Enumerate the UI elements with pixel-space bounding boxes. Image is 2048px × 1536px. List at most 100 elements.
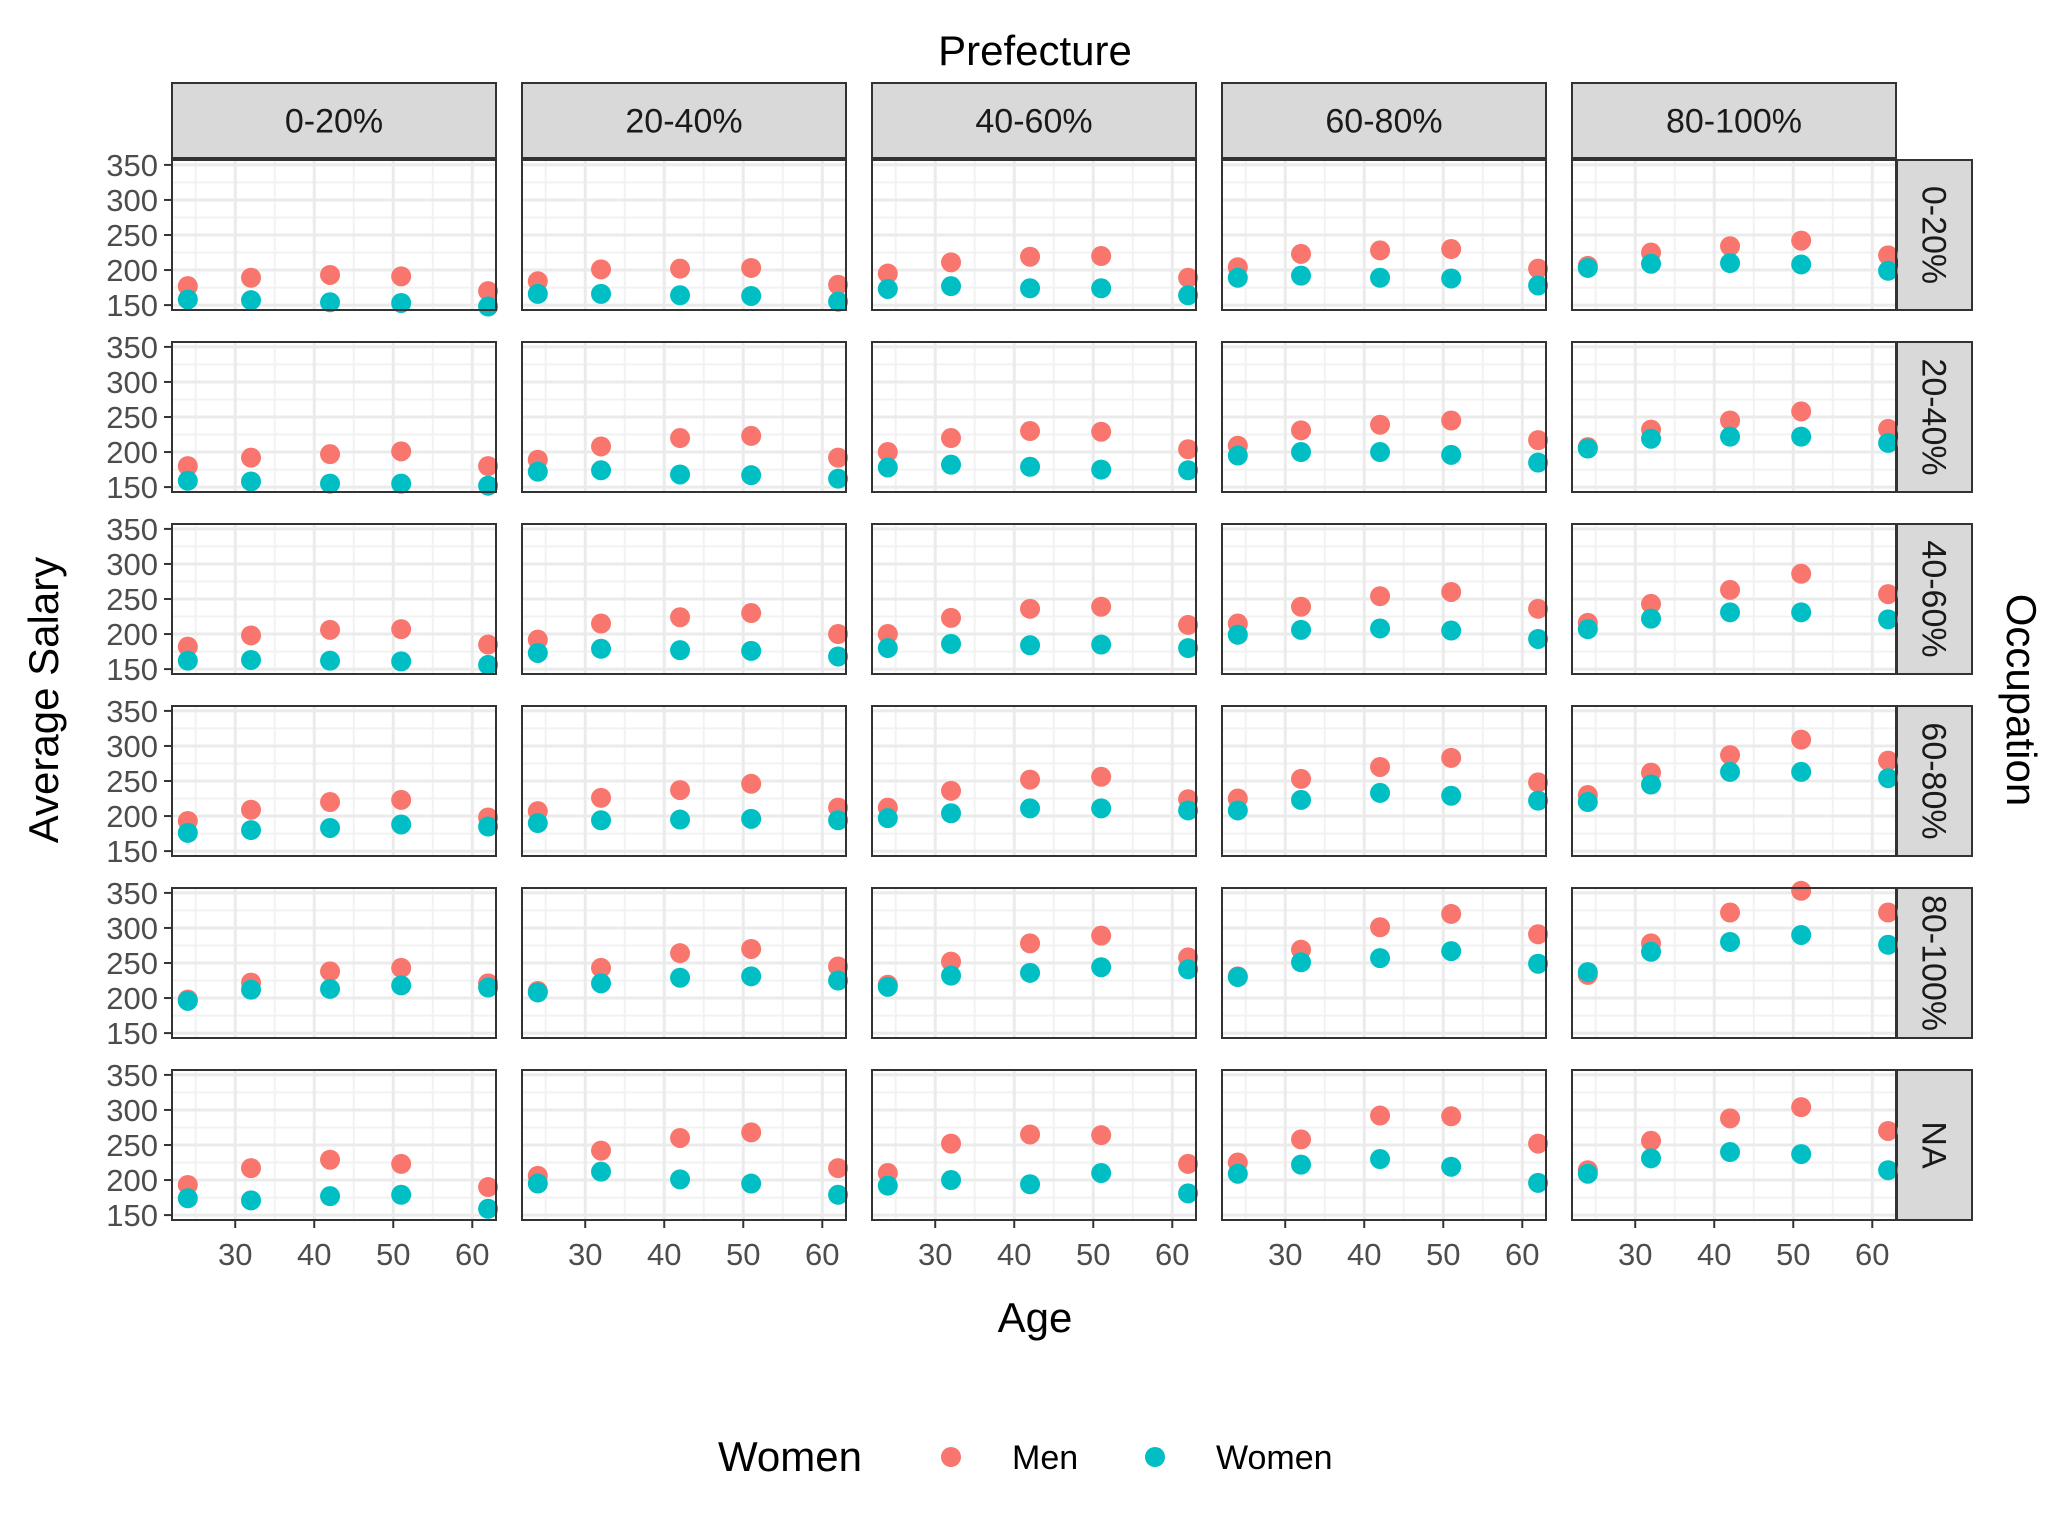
point-women <box>320 650 341 671</box>
point-men <box>1370 917 1391 938</box>
y-tick-label: 350 <box>106 512 158 547</box>
point-men <box>1720 902 1741 923</box>
x-tick-label: 40 <box>997 1237 1031 1272</box>
x-tick-label: 50 <box>726 1237 760 1272</box>
panel-border <box>871 523 1197 675</box>
point-men <box>1178 1153 1199 1174</box>
point-women <box>1441 268 1462 289</box>
point-women <box>741 465 762 486</box>
point-men <box>741 1122 762 1143</box>
point-men <box>1720 579 1741 600</box>
point-women <box>1291 442 1312 463</box>
point-men <box>478 456 499 477</box>
point-women <box>1577 792 1598 813</box>
x-tick-label: 40 <box>1347 1237 1381 1272</box>
point-women <box>1720 761 1741 782</box>
point-women <box>391 651 412 672</box>
point-men <box>1091 766 1112 787</box>
point-women <box>478 475 499 496</box>
row-strip-label: NA <box>1915 1121 1953 1169</box>
point-women <box>591 810 612 831</box>
point-men <box>1878 1120 1899 1141</box>
point-women <box>1791 254 1812 275</box>
x-tick-label: 40 <box>1697 1237 1731 1272</box>
point-women <box>1291 265 1312 286</box>
point-women <box>1370 267 1391 288</box>
legend-title: Women <box>718 1433 862 1480</box>
panel-border <box>521 887 847 1039</box>
point-women <box>941 633 962 654</box>
point-women <box>1720 253 1741 274</box>
point-women <box>1577 1163 1598 1184</box>
point-women <box>478 977 499 998</box>
point-men <box>241 447 262 468</box>
point-men <box>828 447 849 468</box>
col-strip-0 <box>171 82 497 159</box>
point-men <box>741 938 762 959</box>
legend-women-marker <box>1145 1447 1165 1467</box>
point-women <box>877 1175 898 1196</box>
point-women <box>670 464 691 485</box>
point-women <box>391 1184 412 1205</box>
x-tick-label: 30 <box>1618 1237 1652 1272</box>
point-men <box>1441 903 1462 924</box>
point-men <box>391 957 412 978</box>
point-women <box>828 1184 849 1205</box>
point-men <box>1878 584 1899 605</box>
point-men <box>828 956 849 977</box>
point-women <box>1441 785 1462 806</box>
x-tick-label: 40 <box>297 1237 331 1272</box>
point-women <box>241 1190 262 1211</box>
point-men <box>941 1133 962 1154</box>
point-women <box>1441 941 1462 962</box>
point-women <box>1020 798 1041 819</box>
point-men <box>741 603 762 624</box>
y-tick-label: 150 <box>106 652 158 687</box>
row-strip-label: 0-20% <box>1915 186 1953 284</box>
point-women <box>1091 634 1112 655</box>
point-women <box>1178 638 1199 659</box>
point-men <box>241 267 262 288</box>
point-women <box>177 822 198 843</box>
point-women <box>391 292 412 313</box>
point-men <box>1878 418 1899 439</box>
point-women <box>478 816 499 837</box>
point-men <box>1091 596 1112 617</box>
y-tick-label: 350 <box>106 876 158 911</box>
point-men <box>177 636 198 657</box>
point-women <box>1091 1163 1112 1184</box>
point-women <box>1370 618 1391 639</box>
point-women <box>1291 952 1312 973</box>
col-strip-label: 20-40% <box>625 103 742 141</box>
point-men <box>670 428 691 449</box>
x-tick-label: 50 <box>376 1237 410 1272</box>
point-women <box>1878 934 1899 955</box>
point-men <box>1528 258 1549 279</box>
point-women <box>241 471 262 492</box>
point-women <box>828 291 849 312</box>
point-men <box>1370 586 1391 607</box>
point-men <box>828 1158 849 1179</box>
panel-border <box>871 705 1197 857</box>
panel-border <box>1221 523 1547 675</box>
y-tick-label: 300 <box>106 1093 158 1128</box>
panel-border <box>521 523 847 675</box>
y-tick-label: 200 <box>106 981 158 1016</box>
point-men <box>391 619 412 640</box>
y-tick-label: 350 <box>106 694 158 729</box>
point-women <box>591 283 612 304</box>
point-women <box>527 1173 548 1194</box>
panel-border <box>1221 705 1547 857</box>
point-men <box>320 619 341 640</box>
col-strip-4 <box>1571 82 1897 159</box>
point-women <box>478 654 499 675</box>
point-men <box>320 264 341 285</box>
point-men <box>320 961 341 982</box>
col-strip-1 <box>521 82 847 159</box>
point-women <box>1291 619 1312 640</box>
point-men <box>1441 581 1462 602</box>
point-men <box>941 428 962 449</box>
point-men <box>1020 421 1041 442</box>
y-tick-label: 250 <box>106 400 158 435</box>
